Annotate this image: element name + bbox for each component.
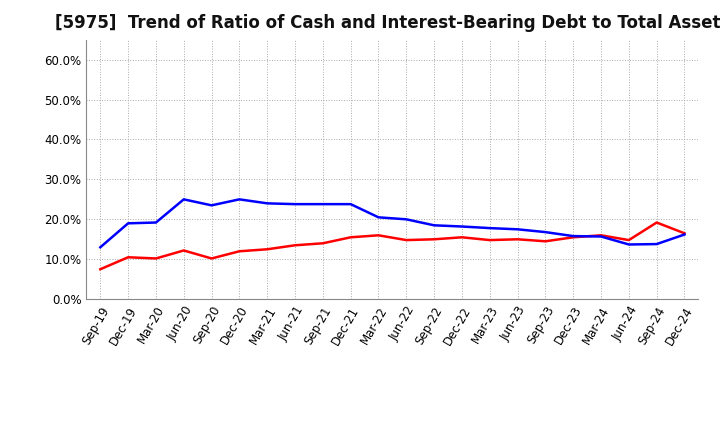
Interest-Bearing Debt xyxy=(569,234,577,239)
Interest-Bearing Debt xyxy=(235,197,243,202)
Interest-Bearing Debt xyxy=(291,202,300,207)
Cash xyxy=(263,247,271,252)
Interest-Bearing Debt xyxy=(680,232,689,237)
Interest-Bearing Debt xyxy=(124,221,132,226)
Line: Cash: Cash xyxy=(100,223,685,269)
Interest-Bearing Debt xyxy=(152,220,161,225)
Cash xyxy=(124,255,132,260)
Cash xyxy=(291,242,300,248)
Cash xyxy=(96,267,104,272)
Cash xyxy=(541,238,550,244)
Interest-Bearing Debt xyxy=(624,242,633,247)
Interest-Bearing Debt xyxy=(513,227,522,232)
Interest-Bearing Debt xyxy=(263,201,271,206)
Cash xyxy=(680,231,689,236)
Interest-Bearing Debt xyxy=(318,202,327,207)
Interest-Bearing Debt xyxy=(402,216,410,222)
Title: [5975]  Trend of Ratio of Cash and Interest-Bearing Debt to Total Assets: [5975] Trend of Ratio of Cash and Intere… xyxy=(55,15,720,33)
Interest-Bearing Debt xyxy=(96,245,104,250)
Cash xyxy=(597,233,606,238)
Cash xyxy=(652,220,661,225)
Cash xyxy=(179,248,188,253)
Interest-Bearing Debt xyxy=(485,225,494,231)
Interest-Bearing Debt xyxy=(430,223,438,228)
Interest-Bearing Debt xyxy=(458,224,467,229)
Interest-Bearing Debt xyxy=(597,234,606,239)
Interest-Bearing Debt xyxy=(207,203,216,208)
Cash xyxy=(569,235,577,240)
Interest-Bearing Debt xyxy=(541,230,550,235)
Cash xyxy=(485,238,494,243)
Line: Interest-Bearing Debt: Interest-Bearing Debt xyxy=(100,199,685,247)
Interest-Bearing Debt xyxy=(652,242,661,247)
Cash xyxy=(430,237,438,242)
Cash xyxy=(458,235,467,240)
Cash xyxy=(402,238,410,243)
Cash xyxy=(374,233,383,238)
Interest-Bearing Debt xyxy=(374,215,383,220)
Cash xyxy=(152,256,161,261)
Cash xyxy=(207,256,216,261)
Cash xyxy=(513,237,522,242)
Cash xyxy=(235,249,243,254)
Cash xyxy=(346,235,355,240)
Cash xyxy=(624,238,633,243)
Interest-Bearing Debt xyxy=(346,202,355,207)
Cash xyxy=(318,241,327,246)
Interest-Bearing Debt xyxy=(179,197,188,202)
